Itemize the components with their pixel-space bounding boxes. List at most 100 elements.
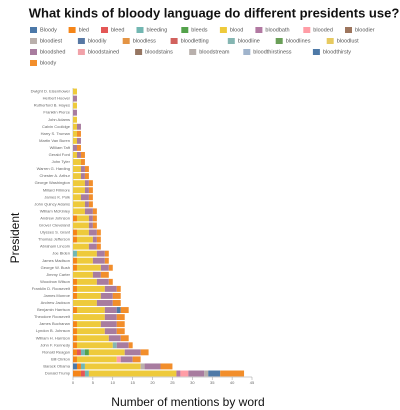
legend-label: blood [230, 27, 243, 33]
bar-segment [96, 250, 105, 257]
bar-segment [116, 321, 125, 328]
legend-swatch [345, 27, 352, 33]
legend-swatch [135, 49, 143, 55]
legend-label: bleeding [147, 27, 168, 33]
bar-segment [88, 349, 125, 356]
legend-swatch [68, 27, 76, 33]
bar-segment [100, 321, 117, 328]
bar-segment [73, 159, 81, 165]
bar-segment [76, 307, 105, 313]
bar-segment [120, 335, 129, 342]
bar-segment [112, 342, 117, 349]
y-tick-label: Benjamin Harrison [37, 307, 70, 312]
bar-segment [104, 314, 117, 321]
bar-segment [124, 349, 141, 356]
bar-segment [80, 173, 85, 180]
bar-segment [92, 222, 97, 229]
bar-segment [76, 264, 101, 271]
y-tick-label: John Tyler [52, 159, 71, 164]
bar-segment [73, 201, 85, 208]
bar-segment [76, 321, 101, 328]
legend-label: bloodthirsty [323, 49, 351, 55]
y-tick-label: Chester A. Arthur [40, 173, 71, 178]
y-tick-label: Calvin Coolidge [42, 124, 71, 129]
y-tick-label: Ronald Reagan [42, 349, 70, 354]
y-tick-label: Grover Cleveland [39, 223, 70, 228]
bar-segment [76, 250, 97, 257]
bar-segment [84, 208, 93, 215]
legend-label: bloodier [355, 27, 375, 33]
legend-swatch [30, 27, 37, 33]
bar-segment [73, 349, 77, 356]
y-tick-label: Franklin Pierce [43, 110, 70, 115]
bar-segment [88, 194, 93, 201]
bar-segment [73, 285, 77, 292]
y-tick-label: Donald Trump [45, 371, 71, 376]
legend-swatch [136, 27, 144, 33]
bar-segment [80, 152, 85, 158]
bar-segment [76, 144, 81, 151]
bar-segment [116, 342, 129, 349]
bar-segment [84, 363, 141, 370]
bar-segment [73, 88, 77, 95]
legend-swatch [275, 38, 283, 44]
x-axis-title: Number of mentions by word [111, 395, 264, 409]
legend-swatch [312, 49, 320, 55]
bar-segment [92, 208, 97, 215]
bar-segment [108, 278, 113, 285]
bar-segment [73, 321, 77, 328]
y-tick-label: Warren G. Harding [37, 166, 70, 171]
y-tick-label: John F. Kennedy [40, 342, 70, 347]
bar-segment [220, 370, 245, 377]
legend-label: bloody [40, 60, 56, 66]
bar-segment [140, 349, 149, 356]
bar-segment [100, 292, 113, 299]
bar-segment [88, 222, 93, 229]
chart-title: What kinds of bloody language do differe… [29, 5, 400, 20]
legend-label: bleeds [191, 27, 207, 33]
y-tick-label: William H. Harrison [36, 335, 70, 340]
y-tick-label: Barack Obama [43, 363, 70, 368]
y-tick-label: George W. Bush [41, 265, 70, 270]
bar-segment [76, 236, 93, 243]
legend-swatch [303, 27, 311, 33]
bar-segment [73, 292, 77, 299]
x-tick-label: 30 [190, 380, 195, 385]
legend-swatch [30, 38, 37, 44]
bar-segment [92, 257, 105, 264]
bar-segment [73, 328, 77, 335]
bar-segment [73, 95, 77, 102]
bar-segment [104, 250, 109, 257]
legend-label: bloodily [88, 38, 107, 44]
bar-segment [116, 285, 121, 292]
bar-segment [108, 264, 113, 271]
bar-segment [76, 229, 89, 236]
y-tick-label: Bill Clinton [51, 356, 70, 361]
bar-segment [76, 335, 109, 342]
bar-segment [208, 370, 221, 377]
bar-segment [144, 363, 161, 370]
bar-segment [104, 285, 117, 292]
legend-label: bloodstream [199, 49, 230, 55]
legend-swatch [243, 49, 251, 55]
bar-segment [108, 335, 121, 342]
bar-segment [73, 356, 77, 363]
legend-label: bleed [111, 27, 124, 33]
legend-label: bloodline [238, 38, 260, 44]
bar-segment [73, 144, 77, 151]
bar-segment [116, 328, 125, 335]
legend-label: bloodless [133, 38, 156, 44]
legend-label: bloodiest [40, 38, 62, 44]
bar-segment [76, 342, 113, 349]
bar-segment [73, 173, 81, 180]
legend-swatch [255, 27, 263, 33]
bar-segment [104, 307, 117, 313]
bar-segment [80, 194, 89, 201]
bar-segment [84, 370, 89, 377]
y-tick-label: Woodrow Wilson [40, 279, 70, 284]
bar-segment [76, 292, 101, 299]
y-tick-label: William Taft [50, 145, 71, 150]
x-tick-label: 45 [250, 380, 255, 385]
legend-label: bloodthirstiness [253, 49, 291, 55]
